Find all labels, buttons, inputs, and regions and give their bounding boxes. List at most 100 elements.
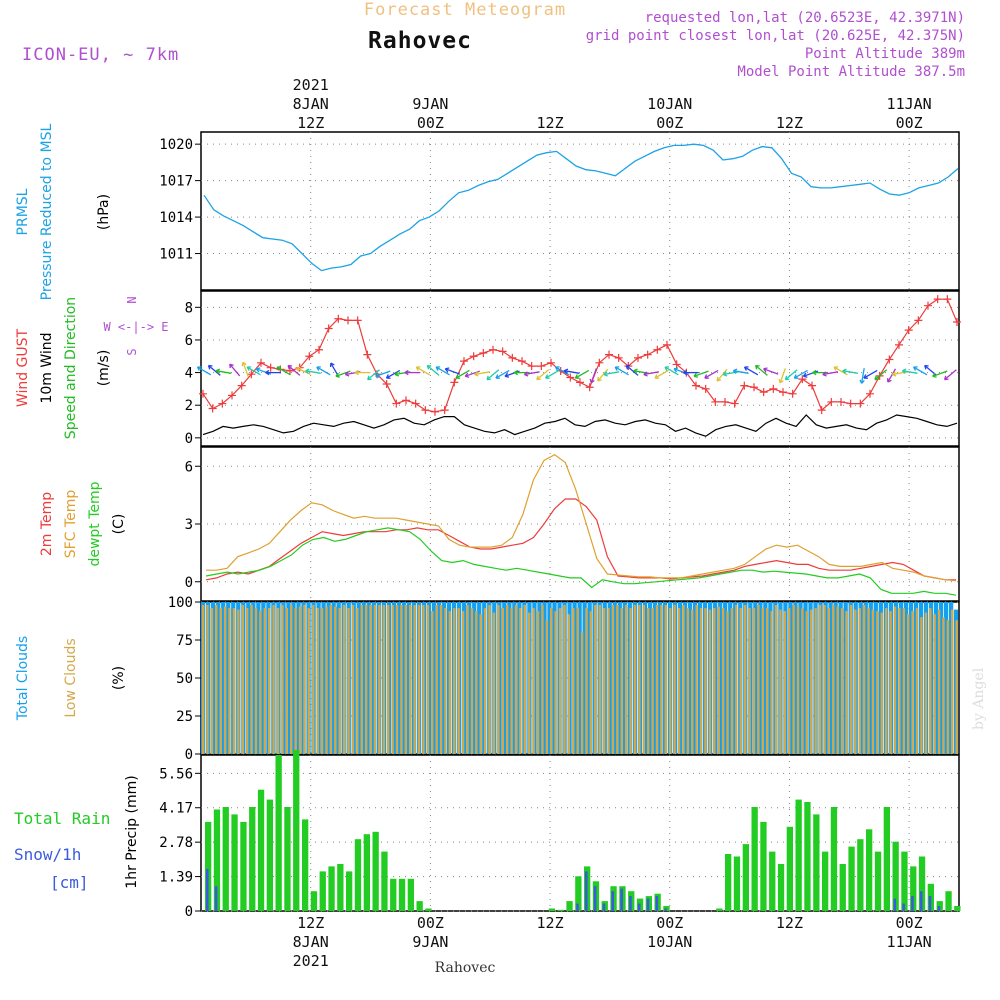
compass-north: N [125, 296, 139, 303]
total-cloud-bar [682, 602, 688, 754]
low-cloud-bar [862, 605, 866, 754]
rain-bar [266, 799, 273, 911]
low-cloud-bar [845, 611, 848, 754]
wind-direction-arrowhead [241, 361, 247, 367]
top-time-label: 2021 [293, 76, 329, 94]
wind-direction-arrowhead [394, 371, 400, 377]
pressure-panel: 1011 1014 1017 1020 PRMSL Pressure Reduced to… [15, 123, 960, 300]
gust-marker [508, 353, 517, 362]
rain-bar [901, 851, 908, 911]
low-cloud-bar [395, 605, 399, 754]
rain-bar [381, 851, 388, 911]
total-cloud-bar [763, 602, 768, 754]
low-cloud-bar [580, 632, 584, 754]
wind-direction-arrow [197, 366, 212, 376]
low-cloud-bar [691, 609, 694, 754]
total-cloud-bar [938, 602, 944, 754]
low-cloud-bar [735, 605, 738, 754]
snow-bar [937, 906, 941, 911]
low-cloud-bar [475, 611, 478, 754]
top-time-label: 12Z [297, 114, 324, 132]
wind-direction-arrow [486, 369, 500, 381]
wind-speed-line [202, 414, 958, 437]
gust-marker [643, 350, 652, 359]
low-cloud-bar [867, 608, 870, 754]
low-cloud-bar [898, 608, 901, 754]
low-cloud-bar [655, 605, 659, 754]
wind-direction-arrow [474, 371, 490, 376]
low-cloud-bar [228, 608, 231, 754]
low-cloud-bar [876, 611, 879, 754]
gust-marker [846, 399, 855, 408]
wind-direction-arrowhead [344, 371, 350, 377]
gust-marker [740, 381, 749, 390]
low-cloud-bar [281, 605, 284, 754]
low-cloud-bar [334, 606, 337, 754]
low-cloud-bar [422, 605, 425, 754]
temp-2m-line [205, 498, 956, 581]
wind-direction-arrowhead [435, 366, 441, 371]
gust-marker [595, 358, 604, 367]
wind-direction-arrow [564, 370, 580, 374]
dewpoint-line [205, 527, 957, 596]
wind-direction-arrow [614, 366, 629, 376]
series-label: dewpt Temp [87, 481, 103, 566]
low-cloud-bar [730, 608, 734, 754]
wind-direction-arrow [246, 366, 261, 376]
gust-marker [402, 396, 410, 405]
low-cloud-bar [479, 614, 482, 754]
wind-direction-arrowhead [597, 376, 602, 382]
low-cloud-bar [254, 608, 258, 754]
total-cloud-bar [502, 602, 507, 754]
gust-marker [933, 295, 942, 304]
wind-direction-arrowhead [887, 378, 892, 383]
low-cloud-bar [483, 608, 487, 754]
requested-lonlat: requested lon,lat (20.6523E, 42.3971N) [645, 10, 965, 26]
y-tick-label: 2 [185, 398, 193, 414]
gust-marker [518, 357, 526, 366]
y-tick-label: 100 [168, 595, 193, 611]
low-cloud-bar [523, 605, 527, 754]
wind-direction-arrow [863, 369, 878, 379]
rain-bar [945, 891, 952, 911]
low-cloud-bar [497, 605, 500, 754]
low-cloud-bar [550, 608, 553, 754]
rain-bar [954, 906, 961, 911]
y-tick-label: 8 [185, 300, 193, 316]
snow-bar [637, 903, 641, 911]
wind-direction-arrow [763, 368, 779, 375]
wind-direction-arrow [536, 369, 550, 381]
rain-bar [892, 841, 899, 911]
low-cloud-bar [404, 605, 408, 754]
wind-panel: 0 2 4 6 8 Wind GUST 10m Wind Speed and Directio… [15, 290, 961, 447]
total-cloud-bar [803, 602, 808, 754]
gust-marker [576, 378, 584, 387]
gust-marker [266, 363, 275, 372]
rain-bar [804, 802, 811, 911]
low-cloud-bar [294, 608, 297, 754]
wind-direction-arrowhead [415, 366, 421, 371]
rain-bar [372, 831, 379, 911]
wind-direction-arrowhead [545, 374, 550, 379]
gust-marker [431, 407, 439, 416]
gust-marker [798, 375, 807, 384]
total-cloud-bar [687, 602, 693, 754]
low-cloud-bar [673, 605, 676, 754]
rain-bar [742, 844, 749, 911]
total-cloud-bar [933, 602, 939, 754]
gust-marker [885, 355, 894, 364]
rain-bar [716, 908, 723, 911]
wind-direction-arrow [215, 370, 232, 374]
units-label: (m/s) [96, 350, 112, 387]
wind-direction-arrow [693, 370, 709, 377]
wind-direction-arrowhead [812, 369, 817, 376]
low-cloud-bar [378, 605, 381, 754]
gust-marker [305, 352, 314, 361]
total-cloud-bar [361, 602, 366, 754]
low-cloud-bar [356, 608, 359, 754]
panel-frame [200, 131, 960, 291]
low-cloud-bar [933, 614, 936, 754]
low-cloud-bar [320, 608, 324, 754]
wind-direction-arrowhead [276, 366, 282, 371]
